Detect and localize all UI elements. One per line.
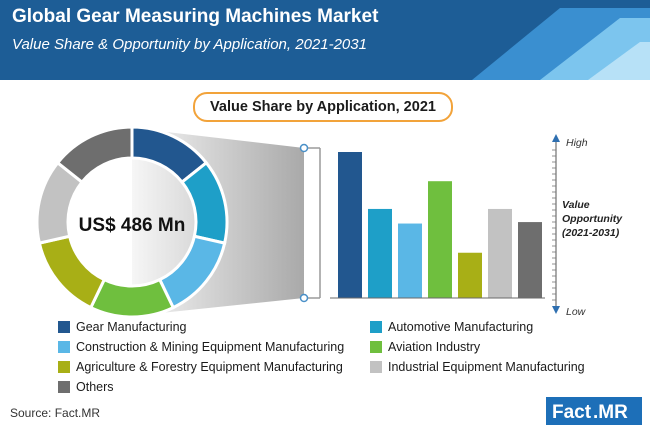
value-opportunity-axis: High Low Value Opportunity (2021-2031) xyxy=(552,134,623,318)
legend-swatch xyxy=(370,341,382,353)
axis-title-line-3: (2021-2031) xyxy=(562,227,620,239)
bar-chart xyxy=(338,152,542,298)
legend-swatch xyxy=(370,321,382,333)
legend-label: Industrial Equipment Manufacturing xyxy=(388,360,585,374)
axis-high-label: High xyxy=(566,137,588,149)
chart-subtitle: Value Share & Opportunity by Application… xyxy=(12,36,367,53)
axis-title-line-1: Value xyxy=(562,199,590,211)
donut-center-label: US$ 486 Mn xyxy=(79,215,186,236)
legend-swatch xyxy=(58,341,70,353)
legend-swatch xyxy=(58,321,70,333)
donut-slice-others xyxy=(55,125,134,185)
legend-swatch xyxy=(370,361,382,373)
legend: Gear Manufacturing Automotive Manufactur… xyxy=(58,318,618,398)
chart-title: Global Gear Measuring Machines Market xyxy=(12,6,379,27)
bracket-dot-top xyxy=(299,143,309,153)
bar-industrial-equipment-manufacturing xyxy=(488,208,512,298)
legend-label: Agriculture & Forestry Equipment Manufac… xyxy=(76,360,343,374)
legend-label: Construction & Mining Equipment Manufact… xyxy=(76,340,345,354)
bracket-dot-bottom xyxy=(299,293,309,303)
section-label: Value Share by Application, 2021 xyxy=(193,92,453,122)
bar-construction-mining-equipment-manufacturing xyxy=(398,223,422,298)
bar-agriculture-forestry-equipment-manufacturing xyxy=(458,252,482,298)
bar-gear-manufacturing xyxy=(338,152,362,298)
logo-text-fact: Fact xyxy=(552,402,592,423)
logo-text-mr: .MR xyxy=(593,402,628,423)
donut-slice-agriculture-forestry-equipment-manufacturing xyxy=(37,234,107,310)
donut-chart xyxy=(35,125,229,319)
legend-label: Others xyxy=(76,380,114,394)
legend-swatch xyxy=(58,381,70,393)
factmr-logo: Fact .MR xyxy=(546,397,642,425)
bar-aviation-industry xyxy=(428,181,452,298)
chart-area: US$ 486 Mn High Low Value Opportunity (2… xyxy=(35,125,623,319)
legend-label: Gear Manufacturing xyxy=(76,320,187,334)
axis-title-line-2: Opportunity xyxy=(562,213,623,225)
bar-others xyxy=(518,222,542,298)
axis-low-label: Low xyxy=(566,306,587,318)
header-band xyxy=(0,0,650,80)
legend-label: Automotive Manufacturing xyxy=(388,320,534,334)
legend-label: Aviation Industry xyxy=(388,340,481,354)
axis-ticks xyxy=(552,149,556,301)
axis-arrow-down xyxy=(552,306,560,314)
legend-swatch xyxy=(58,361,70,373)
source-note: Source: Fact.MR xyxy=(10,406,101,420)
axis-arrow-up xyxy=(552,134,560,142)
bar-automotive-manufacturing xyxy=(368,208,392,298)
